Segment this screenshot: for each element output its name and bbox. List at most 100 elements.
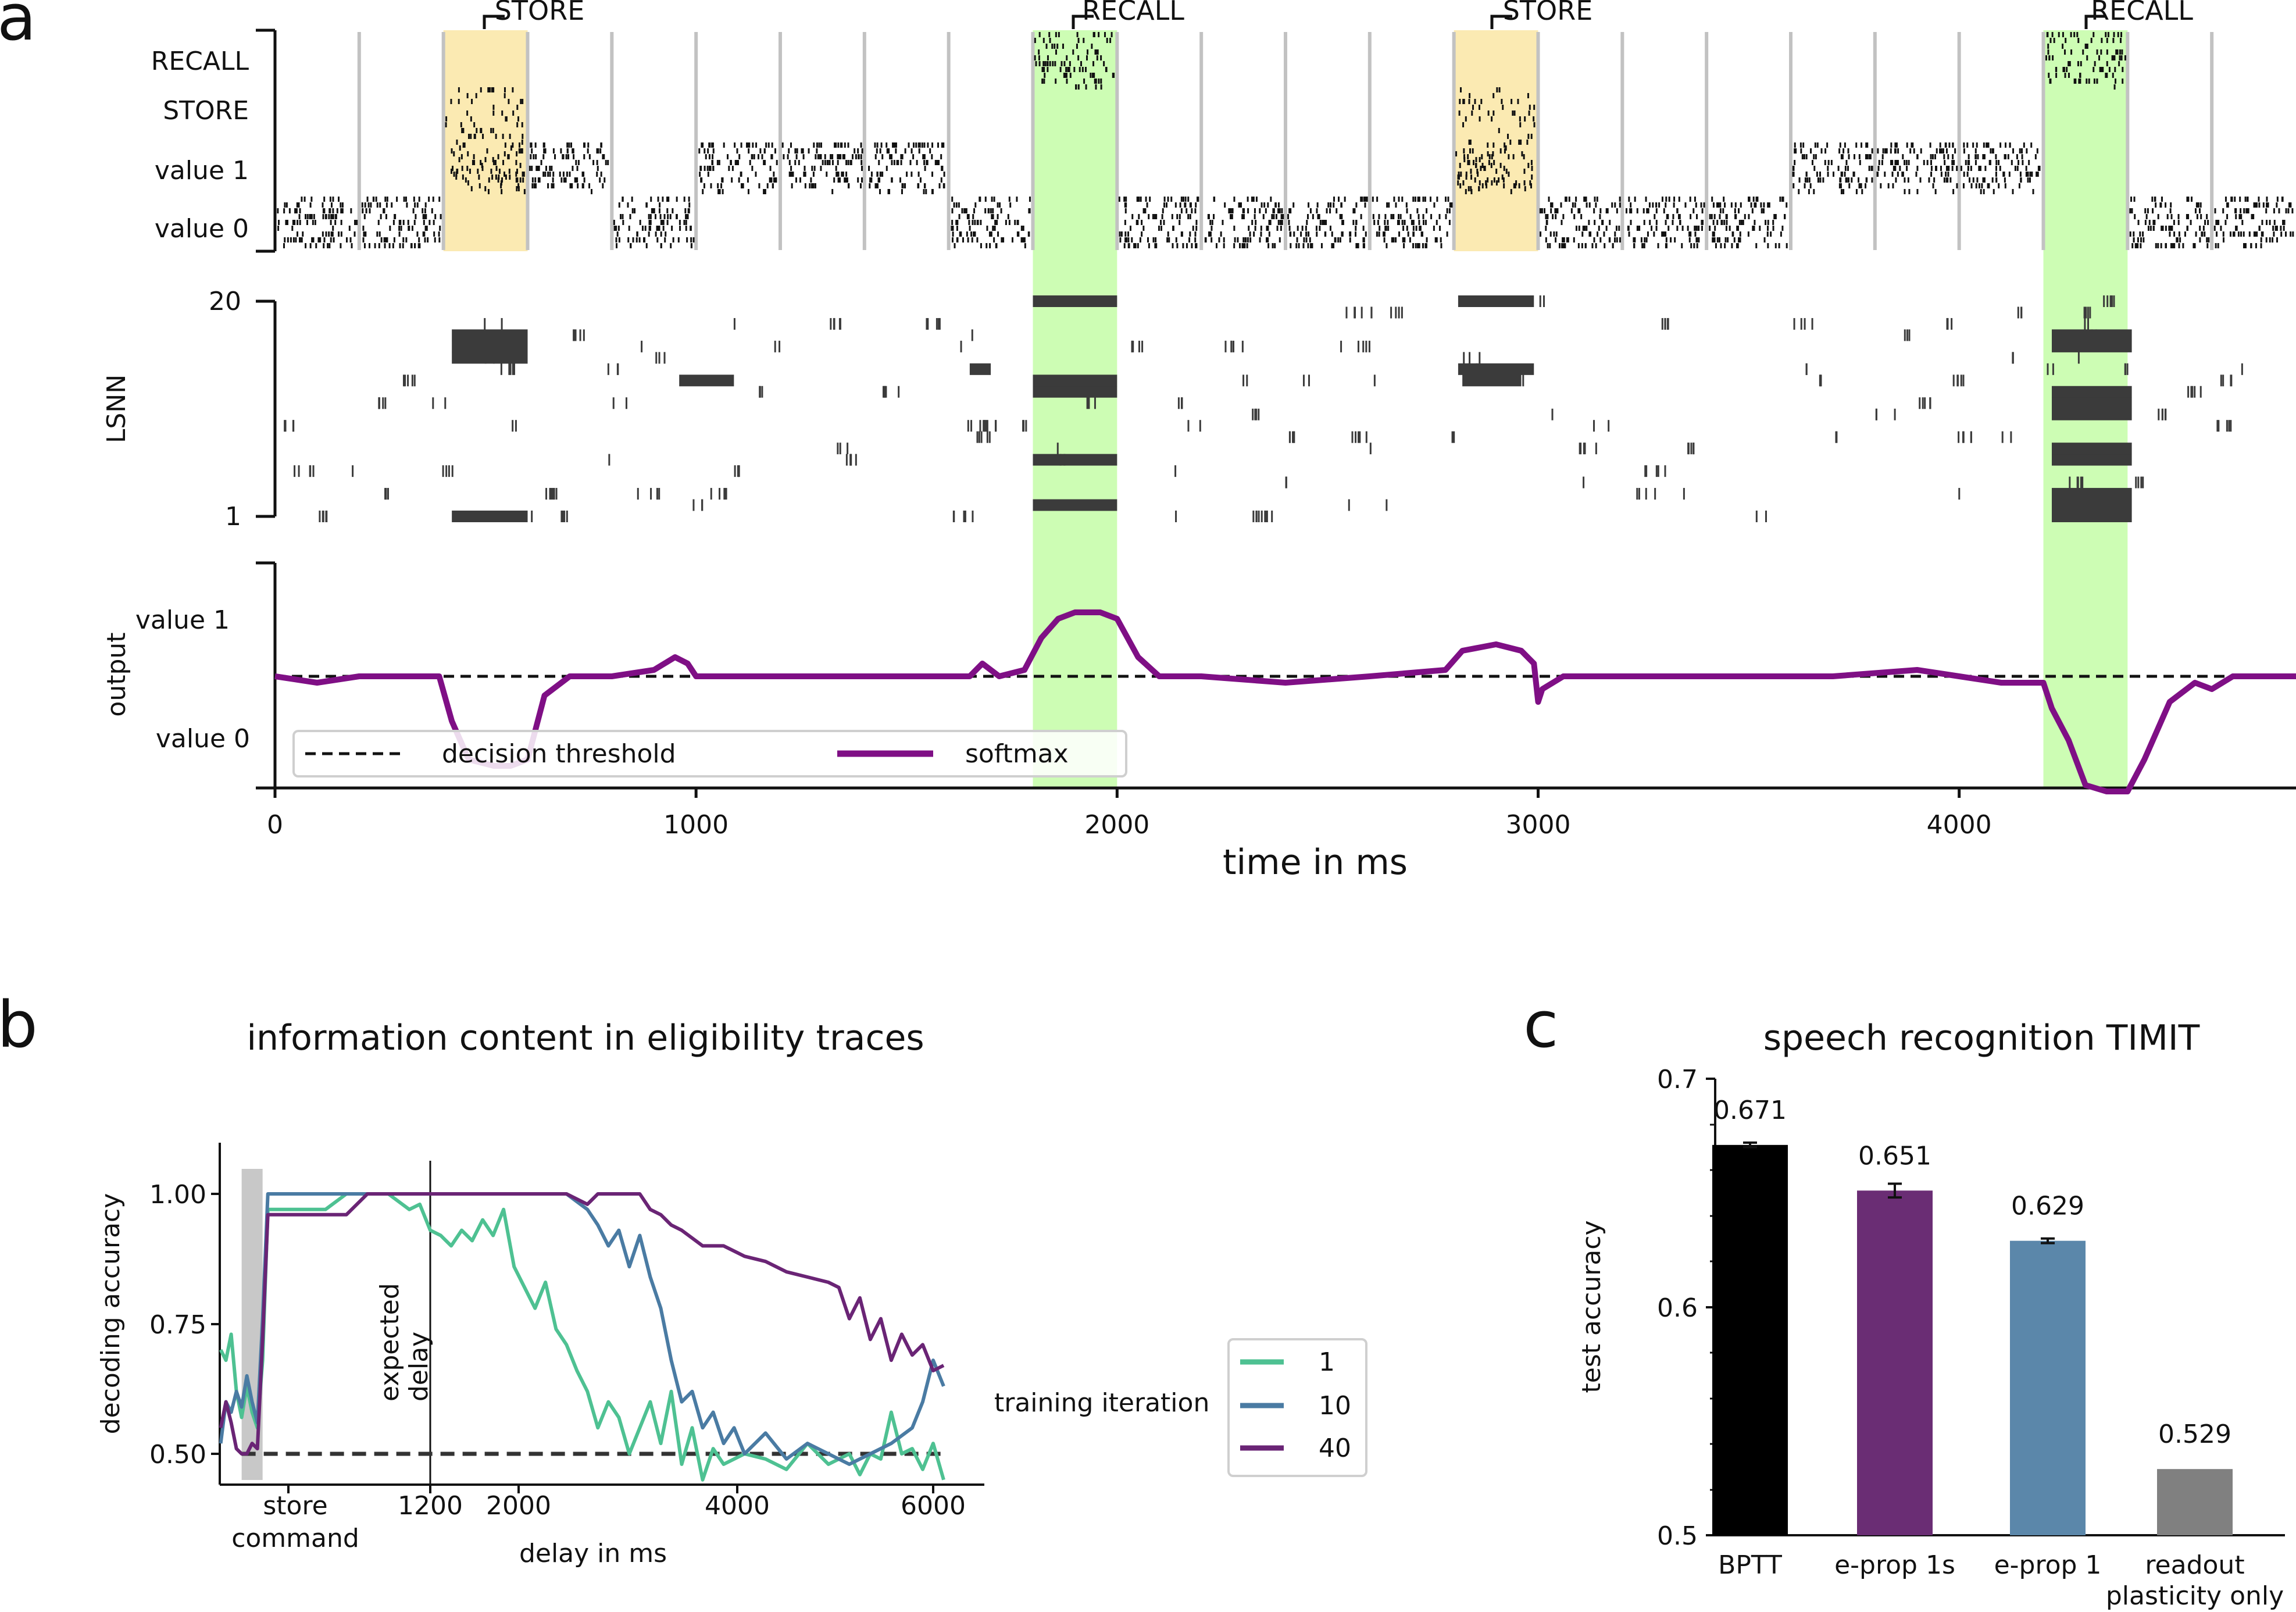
recall-window-band	[1033, 30, 1117, 788]
c-xtick-readout: readout	[2145, 1550, 2244, 1580]
task-window-bands	[443, 30, 2128, 788]
b-xtick-store: store	[263, 1491, 327, 1521]
marker-label: STORE	[495, 0, 585, 26]
b-legend: training iteration 1 10 40	[994, 1338, 1367, 1477]
lsnn-burst	[2051, 499, 2132, 511]
output-plot	[274, 609, 2296, 794]
b-ytick-1.00: 1.00	[149, 1180, 206, 1210]
bar-value-label: 0.671	[1713, 1096, 1787, 1125]
expected-delay-label-1: expected	[375, 1283, 405, 1401]
panel-c-title: speech recognition TIMIT	[1763, 1018, 2200, 1058]
time-tick-label: 4000	[1927, 810, 1992, 840]
b-plot-area	[219, 1192, 945, 1482]
lsnn-burst	[2051, 329, 2132, 341]
legend-box	[292, 730, 1127, 778]
lsnn-burst	[2051, 386, 2132, 398]
time-tick-label: 2000	[1084, 810, 1149, 840]
series-iter-1	[219, 1192, 945, 1482]
lsnn-burst	[1033, 386, 1117, 398]
c-x-ticks: BPTT e-prop 1s e-prop 1 readout plastici…	[1718, 1550, 2284, 1611]
legend-threshold-label: decision threshold	[442, 739, 676, 769]
marker-label: RECALL	[2091, 0, 2193, 26]
b-xtick-1200: 1200	[398, 1491, 463, 1521]
lsnn-burst	[2051, 408, 2132, 420]
lsnn-burst	[452, 352, 528, 364]
b-xtick-4000: 4000	[705, 1491, 770, 1521]
input-label-value0: value 0	[155, 214, 249, 244]
time-tick-label: 1000	[663, 810, 729, 840]
legend-softmax-label: softmax	[965, 739, 1069, 769]
lsnn-burst	[1458, 363, 1534, 375]
c-ytick-0.6: 0.6	[1657, 1293, 1698, 1323]
input-label-value1: value 1	[155, 156, 249, 186]
b-legend-label-40: 40	[1319, 1433, 1351, 1463]
marker-bracket	[2084, 15, 2106, 29]
marker-bracket	[483, 15, 505, 29]
bar-2	[2010, 1240, 2086, 1535]
output-axis: value 1 value 0 output	[102, 561, 2296, 790]
expected-delay-label-2: delay	[404, 1332, 434, 1401]
lsnn-label: LSNN	[102, 375, 131, 443]
c-ytick-0.7: 0.7	[1657, 1065, 1698, 1094]
c-xtick-eprop1: e-prop 1	[1994, 1550, 2102, 1580]
panel-a-letter: a	[0, 0, 36, 55]
bar-value-label: 0.651	[1858, 1141, 1931, 1171]
panel-c: c speech recognition TIMIT 0.7 0.6 0.5 t…	[1523, 987, 2285, 1611]
input-spike-raster	[277, 32, 2294, 248]
lsnn-burst	[969, 363, 991, 375]
b-ylabel: decoding accuracy	[96, 1193, 126, 1435]
marker-bracket	[1072, 15, 1094, 29]
lsnn-burst	[2051, 397, 2132, 409]
output-tick-value1: value 1	[135, 605, 230, 635]
lsnn-burst	[2051, 488, 2132, 500]
b-xtick-2000: 2000	[486, 1491, 551, 1521]
b-ytick-0.50: 0.50	[149, 1440, 206, 1470]
store-window-band	[1454, 30, 1538, 251]
store-window-band	[443, 30, 528, 251]
b-legend-label-1: 1	[1319, 1347, 1335, 1377]
panel-b: b information content in eligibility tra…	[0, 987, 1367, 1568]
softmax-line	[274, 609, 2296, 794]
b-x-ticks: store command 1200 2000 4000 6000	[231, 1485, 966, 1553]
marker-label: RECALL	[1082, 0, 1184, 26]
output-label: output	[102, 632, 131, 716]
panel-b-title: information content in eligibility trace…	[247, 1018, 924, 1058]
lsnn-burst	[2051, 511, 2132, 522]
lsnn-burst	[452, 340, 528, 352]
time-tick-label: 3000	[1506, 810, 1571, 840]
lsnn-burst	[1033, 499, 1117, 511]
input-label-recall: RECALL	[151, 47, 249, 76]
b-legend-title: training iteration	[994, 1388, 1209, 1418]
b-y-ticks: 1.00 0.75 0.50	[149, 1180, 220, 1470]
time-axis-ticks: 0 1000 2000 3000 4000	[267, 788, 1992, 840]
time-axis-label: time in ms	[1223, 842, 1408, 883]
output-tick-value0: value 0	[156, 724, 250, 754]
lsnn-burst	[1033, 295, 1117, 307]
series-iter-10	[219, 1192, 945, 1466]
lsnn-burst	[1462, 375, 1522, 387]
lsnn-burst	[452, 511, 528, 522]
lsnn-axis: 20 1 LSNN	[102, 287, 277, 532]
lsnn-burst	[1033, 375, 1117, 387]
lsnn-burst	[2051, 340, 2132, 352]
c-xtick-bptt: BPTT	[1718, 1550, 1782, 1580]
c-xtick-eprop1s: e-prop 1s	[1834, 1550, 1955, 1580]
lsnn-burst	[679, 375, 734, 387]
c-xtick-readout-line2: plasticity only	[2106, 1581, 2284, 1611]
bar-value-label: 0.529	[2158, 1420, 2231, 1449]
marker-label: STORE	[1503, 0, 1593, 26]
lsnn-burst	[2051, 454, 2132, 466]
bar-0	[1712, 1144, 1788, 1535]
bar-1	[1857, 1190, 1933, 1535]
input-axis: RECALL STORE value 1 value 0	[151, 28, 277, 253]
panel-c-letter: c	[1523, 987, 1558, 1062]
b-legend-box	[1227, 1338, 1367, 1477]
c-ytick-0.5: 0.5	[1657, 1521, 1698, 1551]
b-ytick-0.75: 0.75	[149, 1310, 206, 1340]
bar-value-label: 0.629	[2011, 1192, 2084, 1221]
bar-3	[2157, 1469, 2233, 1535]
c-y-ticks: 0.7 0.6 0.5	[1657, 1065, 1715, 1551]
panel-b-letter: b	[0, 987, 38, 1062]
b-xtick-store-command: command	[231, 1524, 359, 1553]
